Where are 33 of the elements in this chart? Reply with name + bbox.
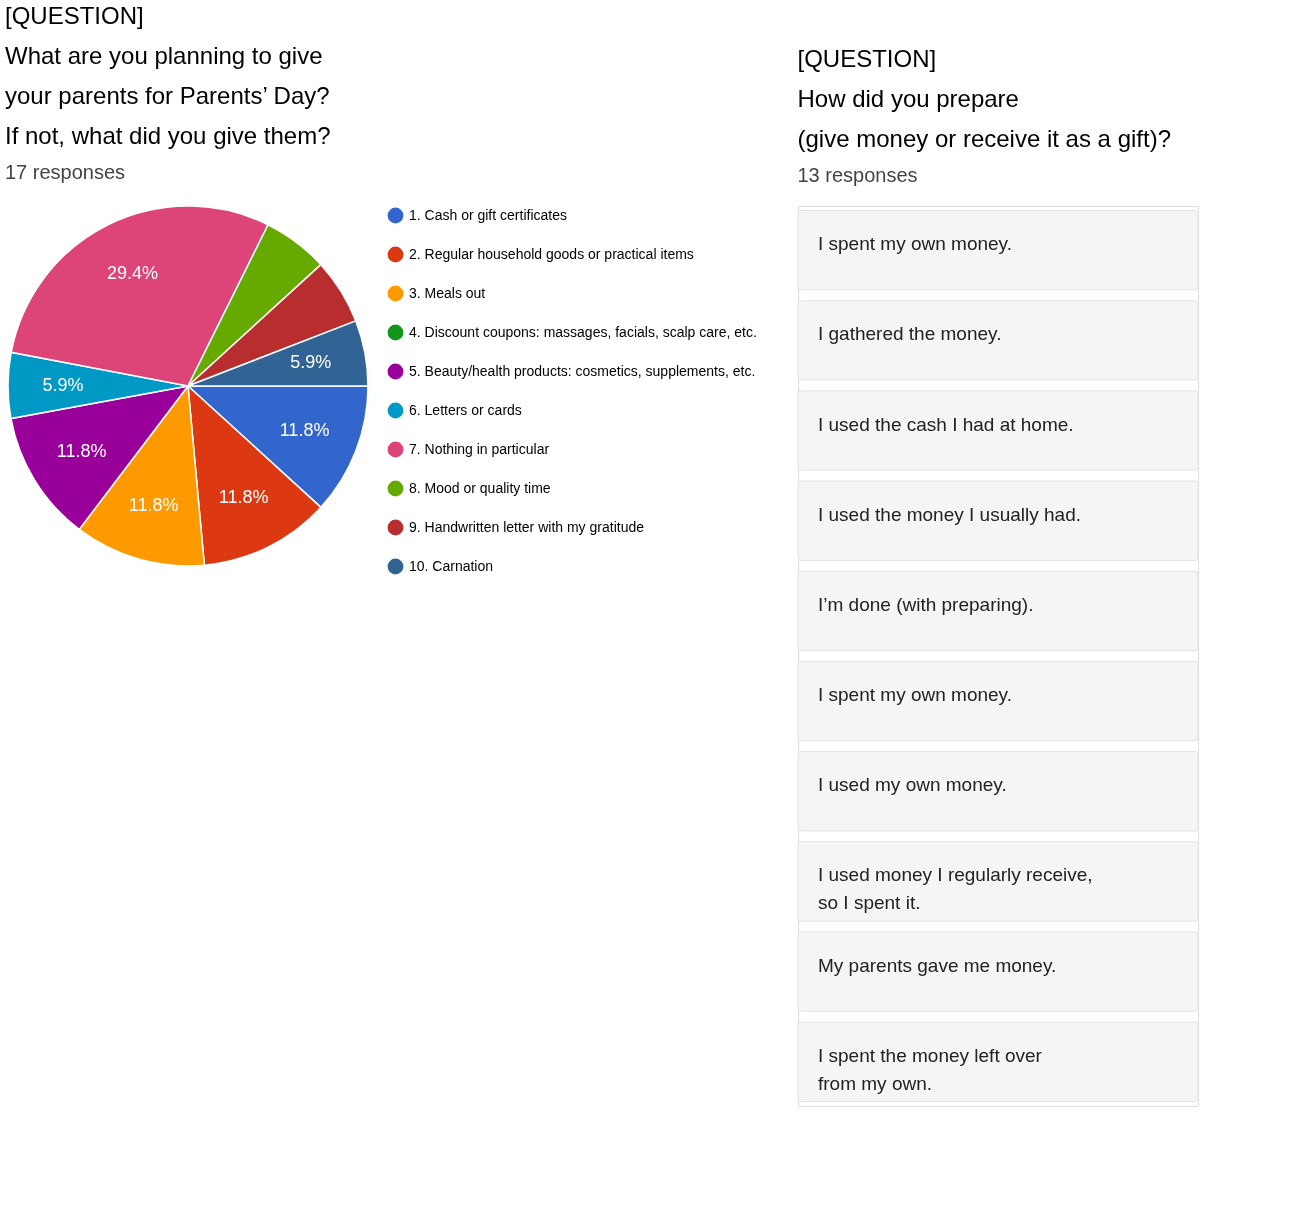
text: [QUESTION] xyxy=(797,45,937,72)
category-label: I spent my own money. xyxy=(818,684,1012,706)
data-label: 5.9% xyxy=(290,352,332,373)
category-label: I used my own money. xyxy=(818,774,1007,796)
chart-subtitle: What are you planning to give your parents for Parents’ Day? If not, what did you give them? xyxy=(5,42,331,149)
category-label: I spent the money left over from my own. xyxy=(818,1044,1043,1094)
data-label: 11.8% xyxy=(218,486,269,507)
legend-label: 10. Carnation xyxy=(409,557,494,574)
legend-label: 7. Nothing in particular xyxy=(409,440,550,457)
legend-label: 5. Beauty/health products: cosmetics, supplements, etc. xyxy=(409,362,756,379)
category-label: I used the cash I had at home. xyxy=(818,413,1074,435)
legend-label: 4. Discount coupons: massages, facials, scalp care, etc. xyxy=(409,323,757,340)
legend-label: 3. Meals out xyxy=(409,284,486,301)
category-label: I’m done (with preparing). xyxy=(818,593,1034,615)
text: How did you prepare (give money or receive it as a gift)? xyxy=(797,85,1171,152)
legend-label: 9. Handwritten letter with my gratitude xyxy=(409,518,645,535)
category-label: I gathered the money. xyxy=(818,323,1002,345)
text: 17 responses xyxy=(5,161,126,183)
category-label: I spent my own money. xyxy=(818,233,1012,255)
text: 13 responses xyxy=(797,164,918,186)
data-label: 11.8% xyxy=(128,495,179,516)
category-label: My parents gave me money. xyxy=(818,954,1057,976)
legend-label: 6. Letters or cards xyxy=(409,401,522,418)
data-label: 5.9% xyxy=(42,374,84,395)
data-label: 11.8% xyxy=(56,440,107,461)
legend-label: 1. Cash or gift certificates xyxy=(409,206,567,223)
category-label: I used the money I usually had. xyxy=(818,503,1081,525)
chart-title: [QUESTION] xyxy=(5,2,144,29)
category-label: I used money I regularly receive, so I spent it. xyxy=(818,864,1093,914)
data-label: 29.4% xyxy=(106,263,158,284)
legend-label: 2. Regular household goods or practical items xyxy=(409,245,694,262)
data-label: 11.8% xyxy=(279,420,330,441)
legend-label: 8. Mood or quality time xyxy=(409,479,551,496)
